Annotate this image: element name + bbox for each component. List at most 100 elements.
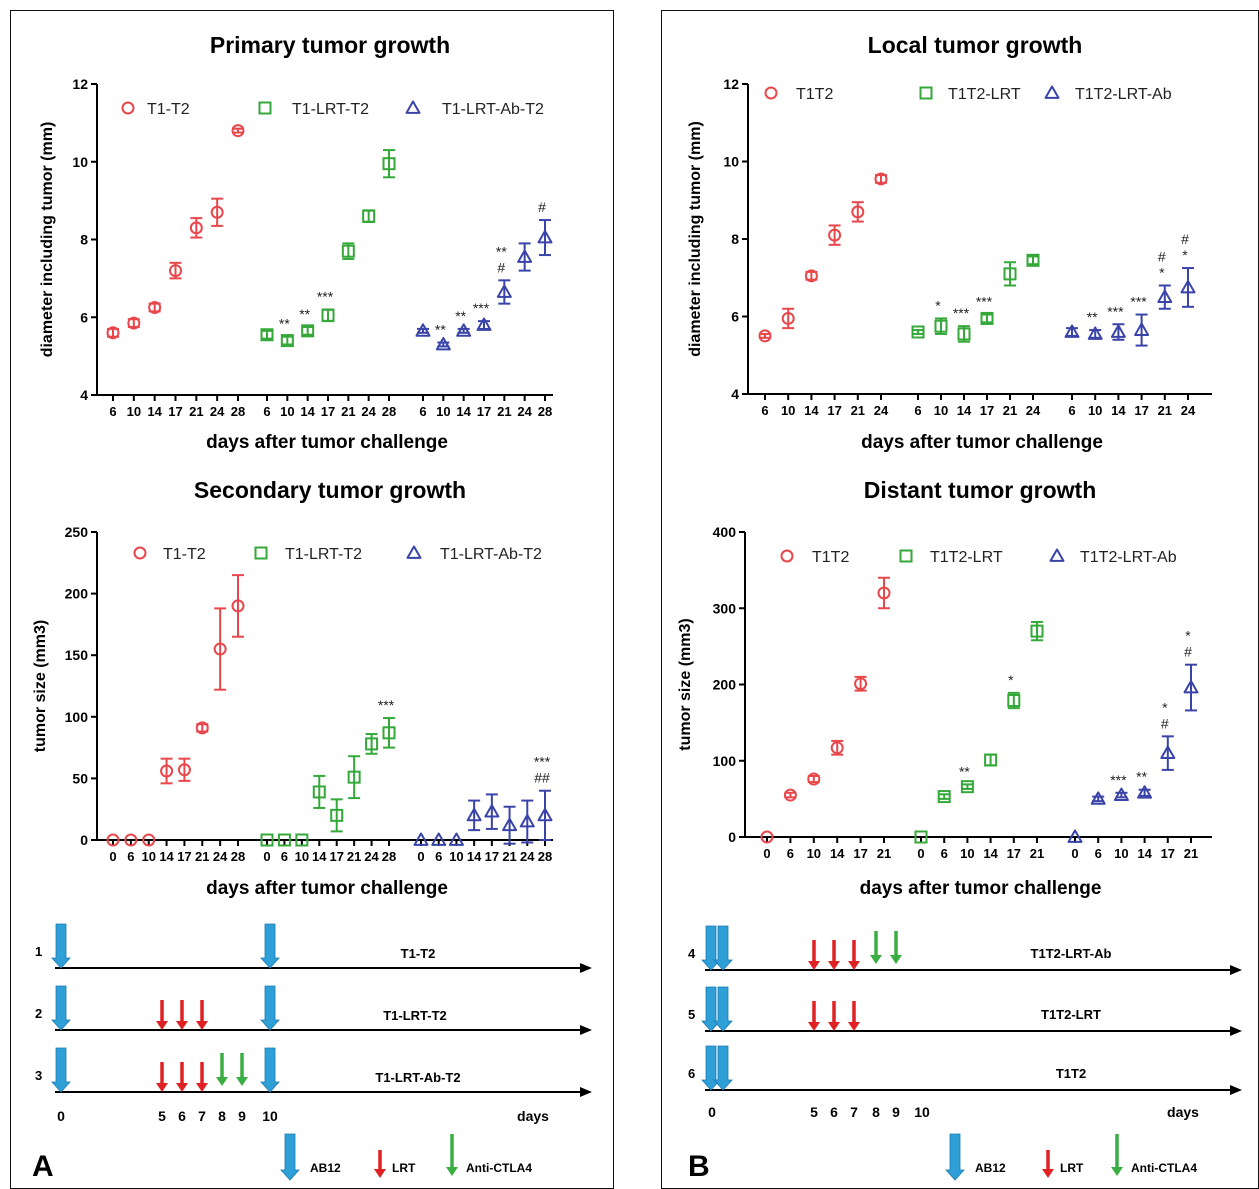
row-number: 2 <box>35 1006 42 1021</box>
x-tick-label: 17 <box>329 849 343 864</box>
data-point <box>413 832 429 846</box>
y-tick-label: 100 <box>713 753 737 769</box>
significance-label: # <box>1181 231 1189 247</box>
data-point <box>1090 791 1106 805</box>
y-tick-label: 12 <box>723 76 739 92</box>
series-2: 6 10**14***17***21*#24*# <box>1064 231 1196 418</box>
timeline-arrowhead <box>580 1087 592 1097</box>
x-tick-label: 0 <box>917 846 924 861</box>
data-point <box>980 311 994 325</box>
data-point <box>1007 694 1021 708</box>
legend-label: T1-T2 <box>147 101 190 118</box>
significance-label: ** <box>1087 309 1098 325</box>
data-point <box>1030 624 1044 638</box>
data-point <box>830 741 844 755</box>
x-tick-label: 17 <box>1161 846 1175 861</box>
x-tick-label: 0 <box>109 849 116 864</box>
y-tick-label: 150 <box>65 647 89 663</box>
day-tick-label: 6 <box>830 1104 838 1120</box>
ab12-arrow <box>701 1045 721 1091</box>
day-tick-label: 9 <box>892 1104 900 1120</box>
y-tick-label: 6 <box>731 309 739 325</box>
significance-label: *** <box>1110 772 1127 788</box>
x-tick-label: 17 <box>853 846 867 861</box>
row-number: 1 <box>35 944 42 959</box>
significance-label: *** <box>534 754 551 770</box>
legend-anti-ctla4-arrow-head <box>446 1167 458 1176</box>
data-point <box>189 221 203 235</box>
data-point <box>231 124 245 138</box>
series-1: 6 10 ** 14 ** 17 *** 21 24 28 <box>260 149 396 419</box>
data-point <box>415 323 431 337</box>
anti-ctla4-arrow-head <box>236 1077 248 1086</box>
x-tick-label: 17 <box>177 849 191 864</box>
significance-label: ** <box>496 243 507 259</box>
data-point <box>260 328 274 342</box>
significance-label: ** <box>279 316 290 332</box>
data-point <box>260 833 274 847</box>
data-point <box>330 808 344 822</box>
panel-label-b: B <box>688 1150 710 1183</box>
x-axis-label: days after tumor challenge <box>860 878 1102 899</box>
significance-label: ** <box>435 322 446 338</box>
x-tick-label: 10 <box>436 404 450 419</box>
x-tick-label: 10 <box>1088 403 1102 418</box>
day-tick-label: 10 <box>914 1104 930 1120</box>
data-point <box>519 814 535 828</box>
y-tick-label: 4 <box>80 387 88 403</box>
data-point <box>502 817 518 832</box>
data-point <box>1064 324 1080 338</box>
data-point <box>365 737 379 751</box>
schedule-row: 5 T1T2-LRT <box>688 986 1242 1036</box>
x-tick-label: 6 <box>1068 403 1075 418</box>
x-tick-label: 6 <box>761 403 768 418</box>
x-tick-label: 24 <box>210 404 225 419</box>
data-point <box>984 753 998 767</box>
significance-label: *** <box>473 300 490 316</box>
x-tick-label: 21 <box>341 404 355 419</box>
x-tick-label: 24 <box>517 404 532 419</box>
x-tick-label: 10 <box>934 403 948 418</box>
significance-label: ** <box>299 306 310 322</box>
data-point <box>160 764 174 778</box>
significance-label: # <box>1184 644 1192 660</box>
x-tick-label: 14 <box>147 404 162 419</box>
data-point <box>937 790 951 804</box>
x-tick-label: 17 <box>485 849 499 864</box>
significance-label: ** <box>1136 769 1147 785</box>
chart-primary: Primary tumor growth 4 6 8 10 12 diameter incl… <box>39 32 553 453</box>
x-tick-label: 21 <box>195 849 209 864</box>
lrt-arrow-head <box>828 961 840 970</box>
ab12-arrow <box>701 986 721 1032</box>
day-tick-label: 8 <box>218 1108 226 1124</box>
data-point <box>106 833 120 847</box>
significance-label: * <box>1185 628 1191 644</box>
days-label: days <box>517 1108 549 1124</box>
lrt-arrow-head <box>176 1083 188 1092</box>
series-0: 6 10 14 17 21 24 28 <box>106 124 245 419</box>
data-point <box>382 726 396 740</box>
data-point <box>295 833 309 847</box>
chart-title: Local tumor growth <box>868 32 1083 58</box>
legend-lrt-arrow-head <box>1042 1169 1054 1178</box>
legend-lrt-label: LRT <box>392 1161 416 1175</box>
x-tick-label: 28 <box>538 849 552 864</box>
data-point <box>877 586 891 600</box>
data-point <box>431 832 447 846</box>
legend-anti-ctla4-label: Anti-CTLA4 <box>466 1161 532 1175</box>
legend-label: T1-T2 <box>163 546 206 563</box>
data-point <box>960 780 974 794</box>
legend-marker <box>764 86 778 100</box>
x-tick-label: 10 <box>449 849 463 864</box>
row-label: T1-T2 <box>401 946 436 961</box>
y-tick-label: 0 <box>728 829 736 845</box>
lrt-arrow-head <box>848 1022 860 1031</box>
chart-secondary: Secondary tumor growth050100150200250tum… <box>32 477 553 899</box>
data-point <box>321 308 335 322</box>
x-axis-label: days after tumor challenge <box>206 878 448 899</box>
x-tick-label: 24 <box>361 404 376 419</box>
y-tick-label: 200 <box>713 677 737 693</box>
row-label: T1T2 <box>1056 1066 1086 1081</box>
x-tick-label: 24 <box>874 403 889 418</box>
